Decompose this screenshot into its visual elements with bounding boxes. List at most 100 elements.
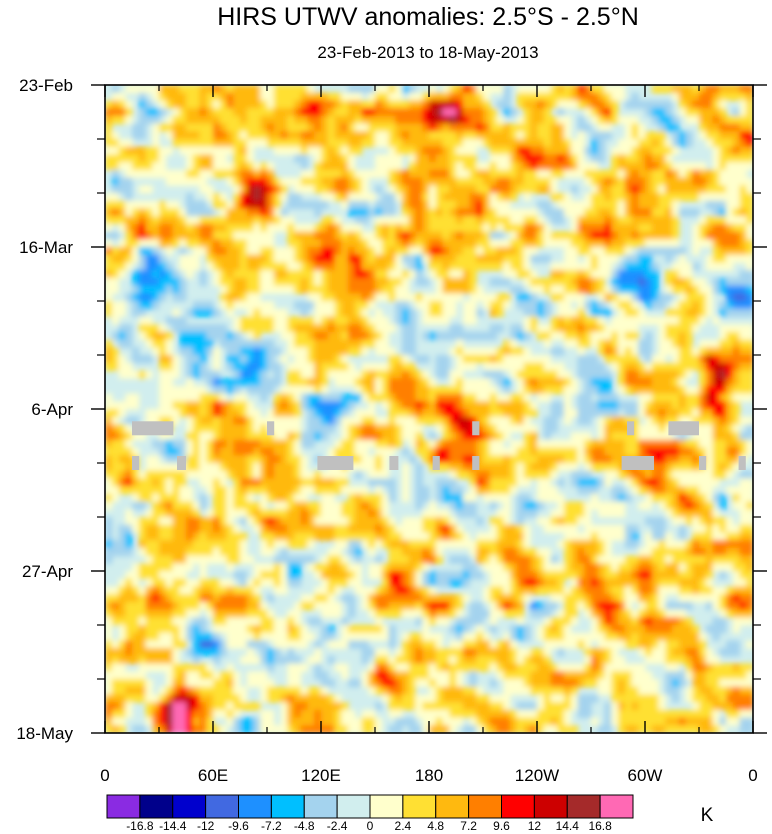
heatmap-cell	[678, 524, 687, 534]
heatmap-cell	[219, 301, 228, 310]
heatmap-cell	[354, 447, 363, 456]
heatmap-cell	[449, 231, 457, 240]
heatmap-cell	[429, 540, 437, 549]
heatmap-cell	[564, 200, 572, 210]
heatmap-cell	[570, 517, 579, 526]
heatmap-cell	[624, 532, 633, 541]
heatmap-cell	[442, 370, 450, 379]
heatmap-cell	[469, 293, 477, 302]
heatmap-cell	[341, 293, 349, 302]
heatmap-cell	[206, 447, 214, 456]
heatmap-cell	[685, 339, 693, 348]
heatmap-cell	[604, 262, 612, 271]
heatmap-cell	[132, 216, 140, 225]
heatmap-cell	[300, 524, 309, 534]
heatmap-cell	[381, 277, 390, 287]
heatmap-cell	[408, 524, 417, 534]
heatmap-cell	[435, 162, 444, 171]
heatmap-cell	[577, 509, 585, 518]
heatmap-cell	[705, 540, 714, 549]
heatmap-cell	[388, 247, 396, 256]
heatmap-cell	[361, 385, 369, 395]
heatmap-cell	[395, 409, 403, 418]
heatmap-cell	[672, 231, 680, 240]
heatmap-cell	[172, 169, 180, 179]
heatmap-cell	[456, 208, 464, 217]
heatmap-cell	[165, 555, 174, 564]
heatmap-cell	[645, 555, 653, 564]
heatmap-cell	[415, 270, 423, 279]
heatmap-cell	[719, 162, 727, 171]
heatmap-cell	[732, 169, 741, 179]
heatmap-cell	[381, 455, 390, 464]
heatmap-cell	[429, 185, 437, 194]
heatmap-cell	[111, 216, 120, 225]
heatmap-cell	[719, 409, 727, 418]
heatmap-cell	[462, 247, 471, 256]
heatmap-cell	[732, 547, 741, 557]
heatmap-cell	[300, 254, 309, 264]
heatmap-cell	[645, 493, 653, 503]
heatmap-cell	[125, 193, 133, 202]
heatmap-cell	[624, 324, 633, 333]
heatmap-cell	[354, 555, 363, 564]
heatmap-cell	[294, 455, 302, 464]
heatmap-cell	[246, 169, 255, 179]
heatmap-cell	[240, 146, 248, 156]
heatmap-cell	[429, 108, 437, 117]
heatmap-cell	[125, 216, 133, 225]
heatmap-cell	[651, 285, 660, 294]
heatmap-cell	[219, 555, 228, 564]
heatmap-cell	[381, 254, 390, 264]
heatmap-cell	[530, 131, 538, 140]
heatmap-cell	[442, 409, 450, 418]
heatmap-cell	[294, 385, 302, 395]
heatmap-cell	[138, 524, 147, 534]
heatmap-cell	[145, 324, 153, 333]
heatmap-cell	[294, 470, 302, 480]
heatmap-cell	[287, 216, 295, 225]
heatmap-cell	[118, 216, 126, 225]
heatmap-cell	[584, 378, 592, 387]
heatmap-cell	[712, 85, 720, 94]
heatmap-cell	[145, 216, 153, 225]
heatmap-cell	[253, 385, 261, 395]
heatmap-cell	[159, 555, 167, 564]
heatmap-cell	[489, 239, 498, 248]
heatmap-cell	[233, 385, 241, 395]
heatmap-cell	[678, 393, 687, 402]
heatmap-cell	[111, 463, 120, 472]
heatmap-cell	[732, 223, 741, 233]
heatmap-cell	[557, 285, 565, 294]
heatmap-cell	[476, 254, 484, 264]
heatmap-cell	[408, 208, 417, 217]
heatmap-cell	[280, 455, 288, 464]
heatmap-cell	[341, 115, 349, 125]
heatmap-cell	[685, 316, 693, 325]
heatmap-cell	[327, 324, 336, 333]
heatmap-cell	[152, 463, 160, 472]
heatmap-cell	[456, 123, 464, 132]
heatmap-cell	[172, 355, 180, 364]
heatmap-cell	[213, 262, 221, 271]
heatmap-cell	[435, 115, 444, 125]
heatmap-cell	[516, 154, 525, 163]
heatmap-cell	[327, 563, 336, 572]
heatmap-cell	[172, 231, 180, 240]
heatmap-cell	[469, 432, 477, 441]
heatmap-cell	[334, 131, 342, 140]
heatmap-cell	[368, 239, 376, 248]
heatmap-cell	[483, 486, 491, 495]
heatmap-cell	[435, 331, 444, 341]
heatmap-cell	[597, 231, 606, 240]
heatmap-cell	[516, 100, 525, 109]
heatmap-cell	[543, 100, 552, 109]
heatmap-cell	[152, 555, 160, 564]
heatmap-cell	[361, 301, 369, 310]
heatmap-cell	[449, 100, 457, 109]
heatmap-cell	[233, 486, 241, 495]
heatmap-cell	[442, 139, 450, 148]
heatmap-cell	[341, 416, 349, 426]
heatmap-cell	[564, 385, 572, 395]
heatmap-cell	[300, 308, 309, 318]
